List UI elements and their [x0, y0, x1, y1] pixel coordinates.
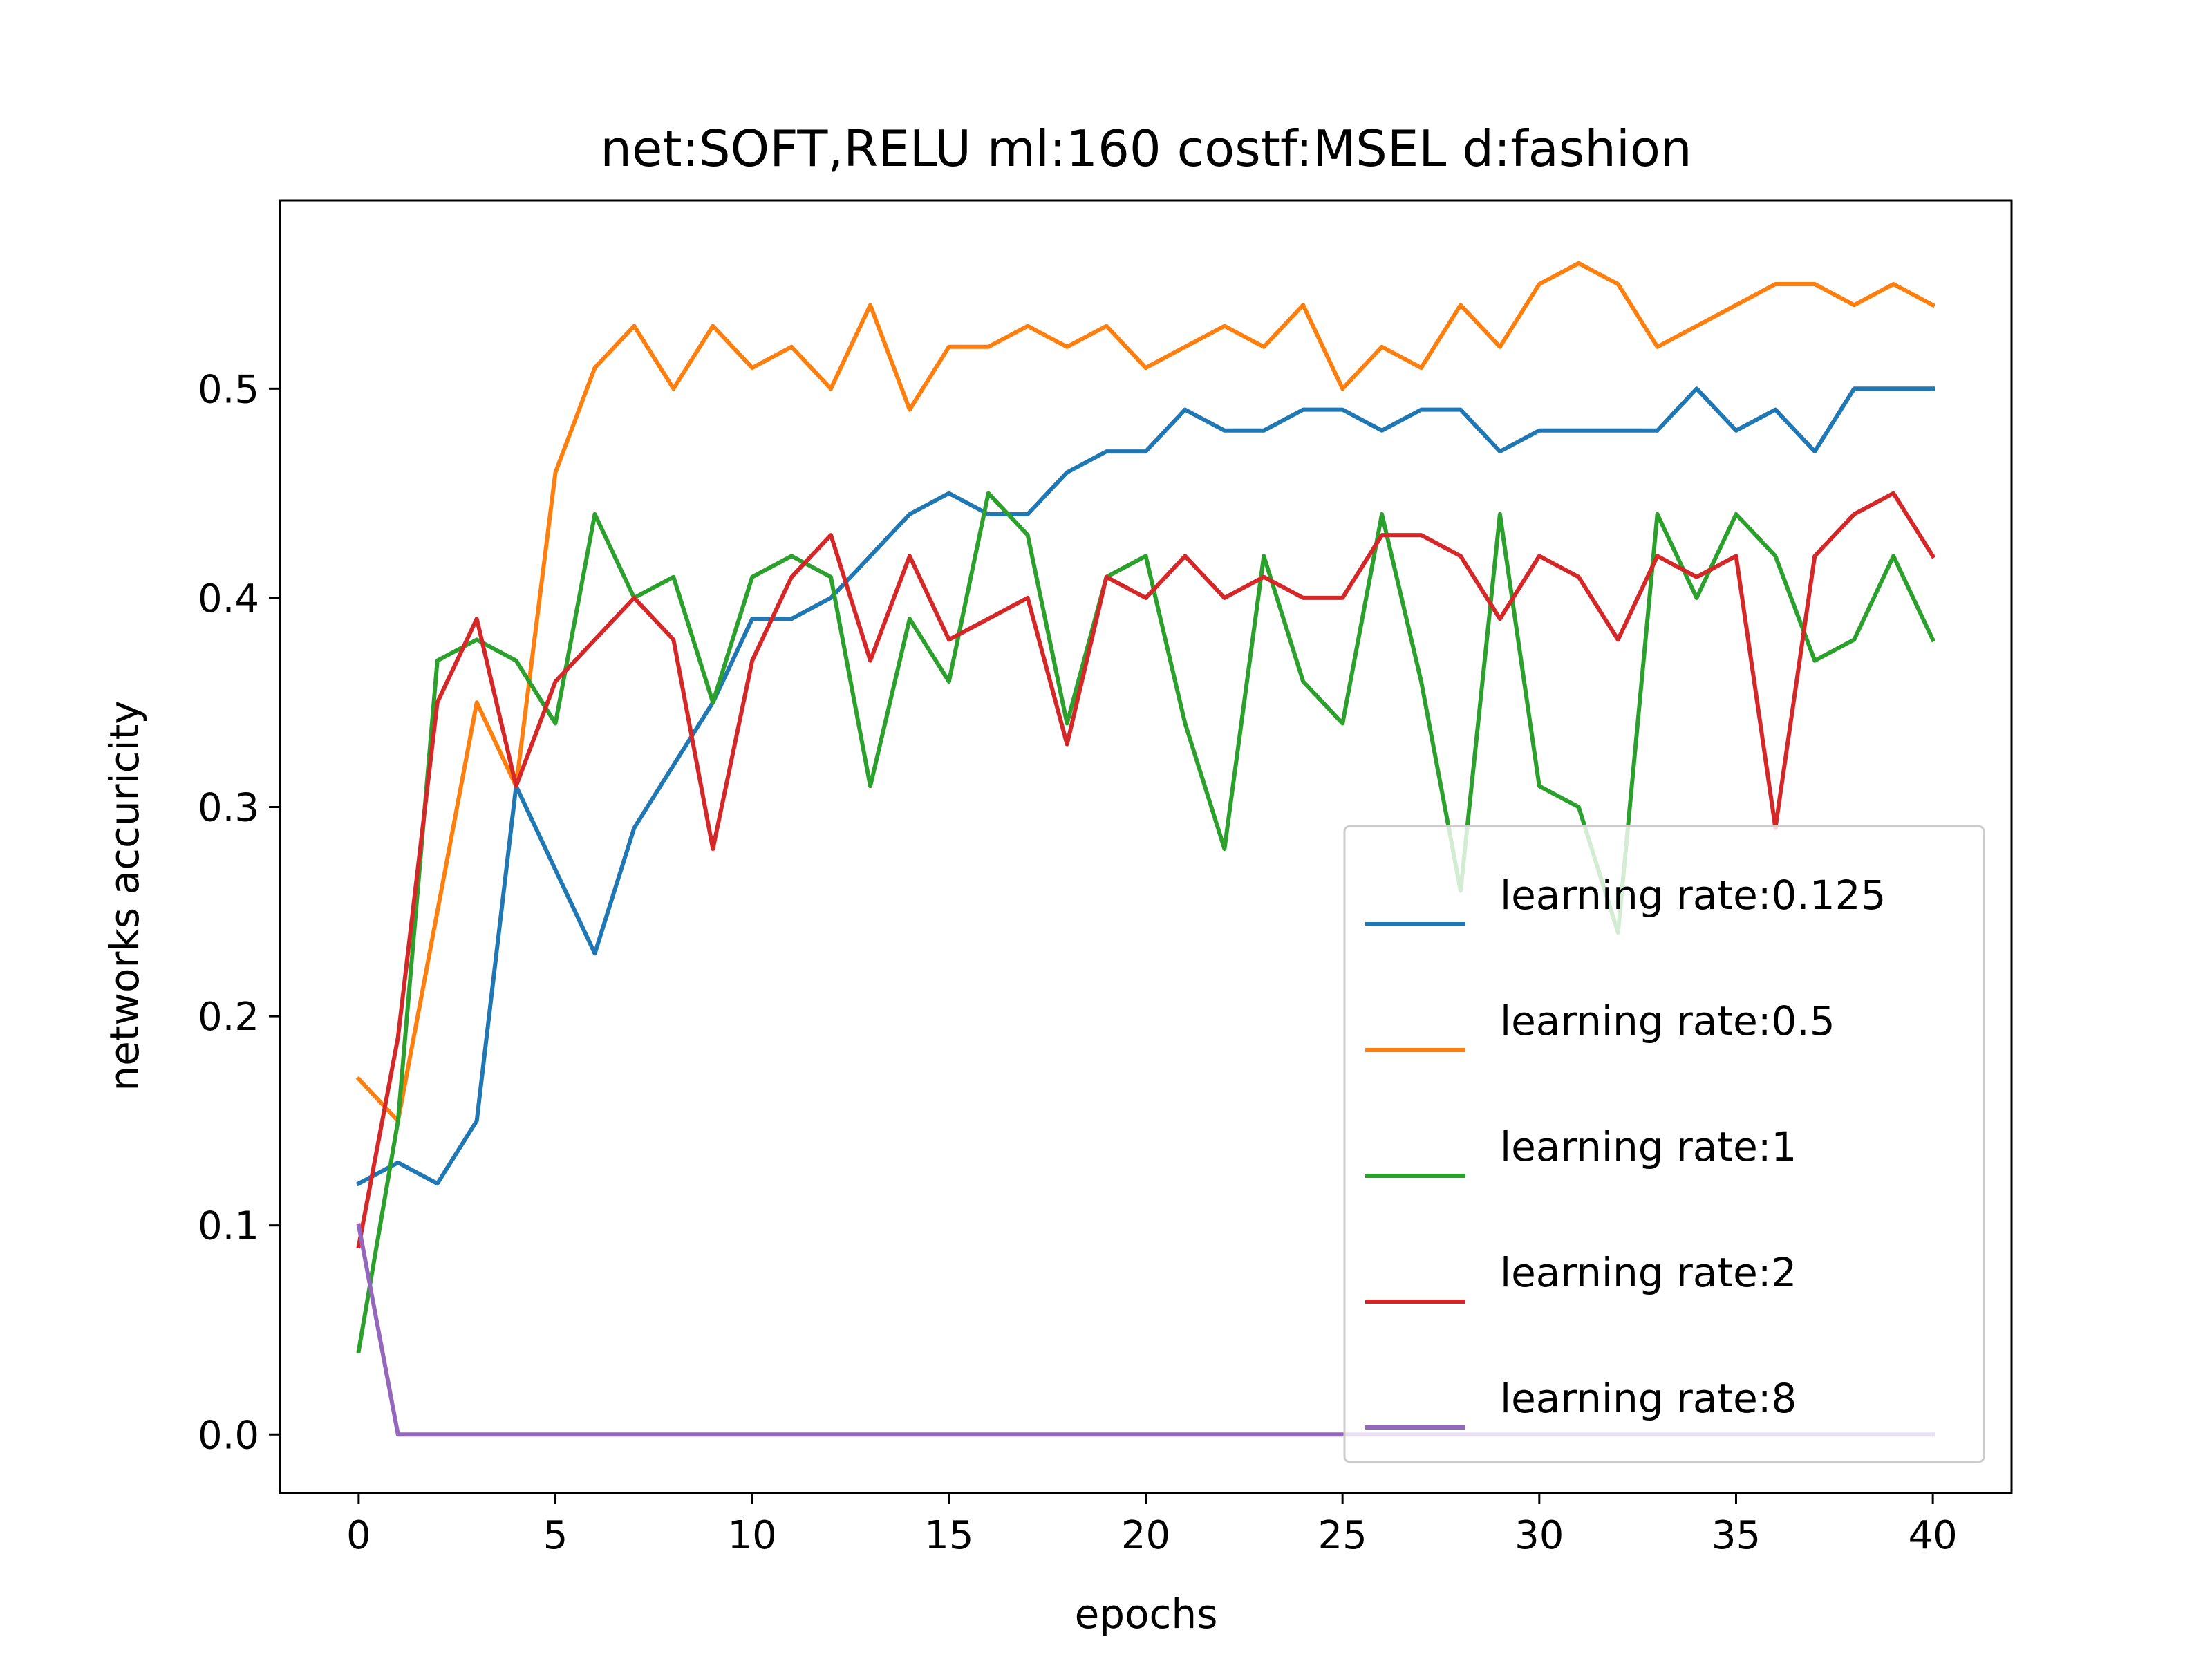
- y-axis-label: networks accuricity: [101, 700, 148, 1091]
- y-tick-label: 0.5: [198, 367, 259, 412]
- series-line-2: [356, 491, 1936, 1353]
- x-tick-label: 0: [346, 1513, 371, 1558]
- legend: learning rate:0.125 learning rate:0.5 lear…: [1343, 825, 1985, 1463]
- x-tick-label: 25: [1318, 1513, 1367, 1558]
- series-layer: [355, 261, 1936, 1437]
- series-line-3: [356, 491, 1936, 1249]
- x-axis: 0 5 10 15 20 25 30 35 40: [346, 1493, 1958, 1558]
- legend-box: [1343, 825, 1985, 1463]
- series-line-0: [355, 386, 1936, 1187]
- y-tick-label: 0.2: [198, 995, 259, 1040]
- legend-label-3: learning rate:2: [1500, 1249, 1797, 1296]
- x-tick-label: 35: [1712, 1513, 1761, 1558]
- legend-label-0: learning rate:0.125: [1500, 872, 1886, 919]
- x-tick-label: 5: [543, 1513, 568, 1558]
- legend-label-2: learning rate:1: [1500, 1123, 1797, 1170]
- y-axis: 0.0 0.1 0.2 0.3 0.4 0.5: [198, 367, 280, 1458]
- legend-label-1: learning rate:0.5: [1500, 997, 1835, 1044]
- x-axis-label: epochs: [1075, 1591, 1218, 1638]
- x-tick-label: 40: [1909, 1513, 1958, 1558]
- x-tick-label: 10: [728, 1513, 777, 1558]
- x-tick-label: 30: [1515, 1513, 1564, 1558]
- y-tick-label: 0.3: [198, 786, 259, 831]
- series-line-1: [355, 261, 1936, 1123]
- chart-title: net:SOFT,RELU ml:160 costf:MSEL d:fashio…: [600, 120, 1691, 178]
- y-tick-label: 0.4: [198, 577, 259, 621]
- x-tick-label: 20: [1121, 1513, 1170, 1558]
- y-tick-label: 0.1: [198, 1204, 259, 1249]
- y-tick-label: 0.0: [198, 1413, 259, 1458]
- x-tick-label: 15: [924, 1513, 973, 1558]
- legend-label-4: learning rate:8: [1500, 1375, 1797, 1422]
